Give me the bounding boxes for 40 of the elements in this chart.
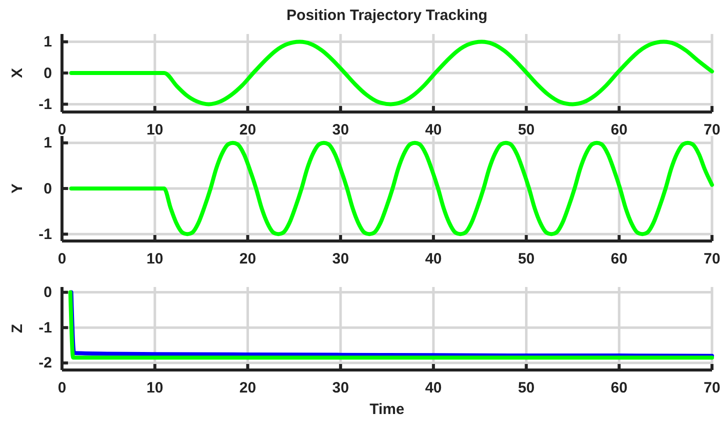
x-tick-label: 0	[58, 250, 66, 268]
x-tick-label: 70	[704, 122, 720, 139]
x-tick-label: 50	[518, 380, 535, 397]
y-tick-label: -1	[38, 96, 52, 113]
line-series	[69, 40, 714, 106]
x-tick-label: 40	[425, 250, 442, 268]
x-tick-label: 20	[239, 122, 256, 139]
x-tick-label: 30	[332, 122, 349, 139]
x-tick-label: 60	[610, 380, 628, 397]
x-tick-label: 0	[58, 380, 66, 397]
x-tick-label: 30	[332, 380, 349, 397]
y-tick-label: 1	[44, 134, 52, 152]
x-tick-label: 60	[610, 250, 628, 268]
y-axis-title: Y	[9, 183, 26, 194]
y-tick-label: -1	[38, 226, 52, 243]
x-tick-label: 50	[518, 122, 535, 139]
x-tick-label: 10	[146, 122, 164, 139]
line-series	[69, 140, 714, 236]
x-tick-label: 30	[332, 250, 349, 268]
y-axis-title: X	[9, 68, 26, 78]
y-tick-label: 1	[44, 34, 52, 51]
y-tick-label: 0	[44, 284, 52, 302]
x-tick-label: 20	[239, 380, 256, 397]
x-tick-label: 60	[610, 122, 628, 139]
x-tick-label: 70	[704, 250, 720, 268]
x-tick-label: 20	[239, 250, 256, 268]
chart-title: Position Trajectory Tracking	[286, 7, 488, 24]
y-tick-label: -1	[38, 319, 52, 336]
x-tick-label: 40	[425, 380, 442, 397]
y-tick-label: 0	[44, 180, 52, 198]
x-tick-label: 10	[146, 250, 164, 268]
x-tick-label: 70	[704, 380, 720, 397]
y-tick-label: -2	[38, 354, 52, 372]
y-tick-label: 0	[44, 64, 52, 82]
x-axis-title: Time	[370, 401, 404, 418]
y-axis-title: Z	[9, 324, 26, 334]
x-tick-label: 40	[425, 122, 442, 139]
x-tick-label: 0	[58, 122, 66, 139]
x-tick-label: 10	[146, 380, 164, 397]
x-tick-label: 50	[518, 250, 535, 268]
